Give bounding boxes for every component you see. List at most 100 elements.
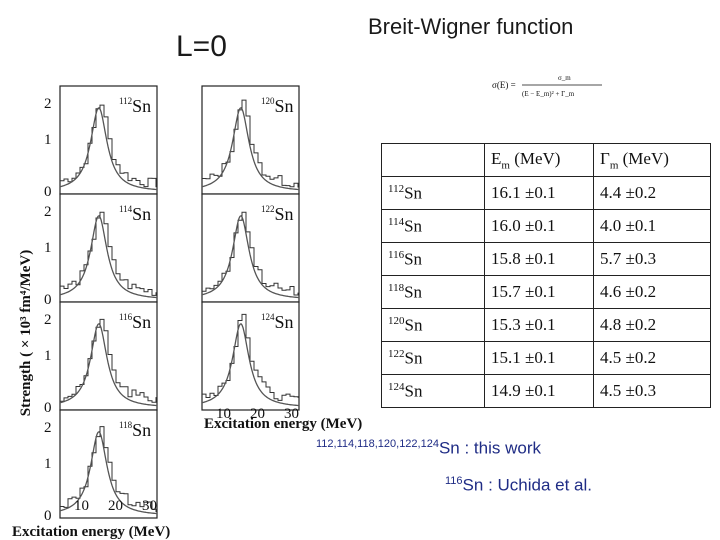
isotope-mass: 120 — [388, 314, 405, 327]
isotope-cell: 122Sn — [381, 341, 485, 375]
y-tick-label: 2 — [44, 96, 52, 112]
isotope-element: Sn — [404, 381, 423, 401]
breit-wigner-formula: σ(E) = σ_m (E − E_m)² + Γ_m — [492, 74, 602, 98]
y-tick-label: 1 — [44, 456, 52, 472]
table-row: 112Sn 16.1 ±0.1 4.4 ±0.2 — [381, 176, 711, 210]
header-cell-em: Em (MeV) — [484, 143, 594, 177]
isotope-mass: 122 — [388, 347, 405, 360]
x-tick-label: 10 — [74, 498, 89, 514]
isotope-mass: 112 — [388, 182, 405, 195]
gamma-cell: 4.5 ±0.2 — [593, 341, 711, 375]
isotope-cell: 114Sn — [381, 209, 485, 243]
note-text: this work — [473, 438, 541, 458]
legend-note-this-work: 112,114,118,120,122,124Sn : this work — [316, 438, 541, 459]
panel-label-mass: 122 — [261, 204, 275, 214]
y-tick-label: 0 — [44, 508, 52, 524]
panel-label-element: Sn — [132, 312, 151, 332]
note-mass-numbers: 112,114,118,120,122,124 — [316, 438, 439, 450]
panel-isotope-label: 116Sn — [119, 312, 151, 332]
formula-numerator: σ_m — [558, 74, 571, 82]
panel-isotope-label: 118Sn — [119, 420, 151, 440]
spectrum-panel: 122Sn — [201, 193, 300, 303]
breit-wigner-curve — [59, 214, 158, 299]
breit-wigner-curve — [59, 430, 158, 515]
isotope-cell: 118Sn — [381, 275, 485, 309]
isotope-mass: 118 — [388, 281, 405, 294]
y-tick-label: 2 — [44, 420, 52, 436]
histogram-trace — [60, 211, 157, 296]
panel-label-element: Sn — [275, 312, 294, 332]
y-tick-label: 0 — [44, 400, 52, 416]
isotope-element: Sn — [404, 216, 423, 236]
histogram-trace — [202, 211, 299, 296]
isotope-cell: 116Sn — [381, 242, 485, 276]
spectrum-panel: 114Sn — [59, 193, 158, 303]
x-axis-label-left: Excitation energy (MeV) — [12, 524, 170, 540]
panel-label-mass: 120 — [261, 96, 275, 106]
x-axis-label-right: Excitation energy (MeV) — [204, 416, 362, 432]
panel-isotope-label: 124Sn — [261, 312, 294, 332]
em-cell: 15.8 ±0.1 — [484, 242, 594, 276]
isotope-mass: 124 — [388, 380, 405, 393]
formula-lhs: σ(E) = — [492, 80, 516, 90]
note-element: Sn — [462, 475, 484, 495]
gamma-cell: 4.0 ±0.1 — [593, 209, 711, 243]
y-tick-label: 0 — [44, 292, 52, 308]
isotope-element: Sn — [404, 249, 423, 269]
breit-wigner-parameter-table: Em (MeV) Γm (MeV) 112Sn 16.1 ±0.1 4.4 ±0.2… — [381, 143, 711, 408]
y-tick-label: 0 — [44, 184, 52, 200]
gamma-cell: 5.7 ±0.3 — [593, 242, 711, 276]
header-cell-gamma: Γm (MeV) — [593, 143, 711, 177]
spectrum-panel: 112Sn — [59, 85, 158, 195]
y-axis-label: Strength ( × 10³ fm⁴/MeV) — [18, 250, 34, 416]
breit-wigner-curve — [201, 322, 300, 407]
panel-label-mass: 112 — [119, 96, 132, 106]
panel-isotope-label: 114Sn — [119, 204, 151, 224]
spectrum-panel: 120Sn — [201, 85, 300, 195]
histogram-trace — [60, 104, 157, 188]
x-tick-label: 10 — [216, 406, 231, 422]
y-tick-label: 1 — [44, 348, 52, 364]
note-mass-numbers: 116 — [445, 475, 463, 487]
table-row: 114Sn 16.0 ±0.1 4.0 ±0.1 — [381, 209, 711, 243]
x-tick-label: 30 — [284, 406, 299, 422]
x-tick-label: 20 — [250, 406, 265, 422]
x-tick-label: 20 — [108, 498, 123, 514]
em-cell: 15.7 ±0.1 — [484, 275, 594, 309]
em-cell: 15.1 ±0.1 — [484, 341, 594, 375]
table-body: 112Sn 16.1 ±0.1 4.4 ±0.2 114Sn 16.0 ±0.1 4.0 … — [381, 176, 711, 408]
table-row: 116Sn 15.8 ±0.1 5.7 ±0.3 — [381, 242, 711, 276]
panel-label-element: Sn — [132, 96, 151, 116]
em-cell: 16.0 ±0.1 — [484, 209, 594, 243]
panel-isotope-label: 120Sn — [261, 96, 294, 116]
isotope-mass: 114 — [388, 215, 405, 228]
em-cell: 15.3 ±0.1 — [484, 308, 594, 342]
table-row: 122Sn 15.1 ±0.1 4.5 ±0.2 — [381, 341, 711, 375]
table-header-row: Em (MeV) Γm (MeV) — [381, 143, 711, 177]
spectrum-panel: 116Sn — [59, 301, 158, 411]
gamma-cell: 4.5 ±0.3 — [593, 374, 711, 408]
breit-wigner-curve — [59, 106, 158, 191]
table-row: 120Sn 15.3 ±0.1 4.8 ±0.2 — [381, 308, 711, 342]
histogram-trace — [60, 318, 157, 403]
breit-wigner-curve — [201, 106, 300, 191]
gamma-cell: 4.6 ±0.2 — [593, 275, 711, 309]
header-cell-blank — [381, 143, 485, 177]
panel-label-mass: 124 — [261, 312, 275, 322]
panel-isotope-label: 122Sn — [261, 204, 294, 224]
table-row: 118Sn 15.7 ±0.1 4.6 ±0.2 — [381, 275, 711, 309]
isotope-cell: 120Sn — [381, 308, 485, 342]
isotope-element: Sn — [404, 282, 423, 302]
table-row: 124Sn 14.9 ±0.1 4.5 ±0.3 — [381, 374, 711, 408]
em-cell: 16.1 ±0.1 — [484, 176, 594, 210]
isotope-element: Sn — [404, 315, 423, 335]
gamma-cell: 4.4 ±0.2 — [593, 176, 711, 210]
slide-title-l0: L=0 — [176, 30, 227, 63]
isotope-mass: 116 — [388, 248, 405, 261]
note-separator: : — [459, 438, 474, 458]
isotope-element: Sn — [404, 348, 423, 368]
x-tick-label: 30 — [142, 498, 157, 514]
breit-wigner-curve — [59, 322, 158, 407]
slide-title-breit-wigner: Breit-Wigner function — [368, 14, 574, 39]
note-text: Uchida et al. — [497, 475, 593, 495]
